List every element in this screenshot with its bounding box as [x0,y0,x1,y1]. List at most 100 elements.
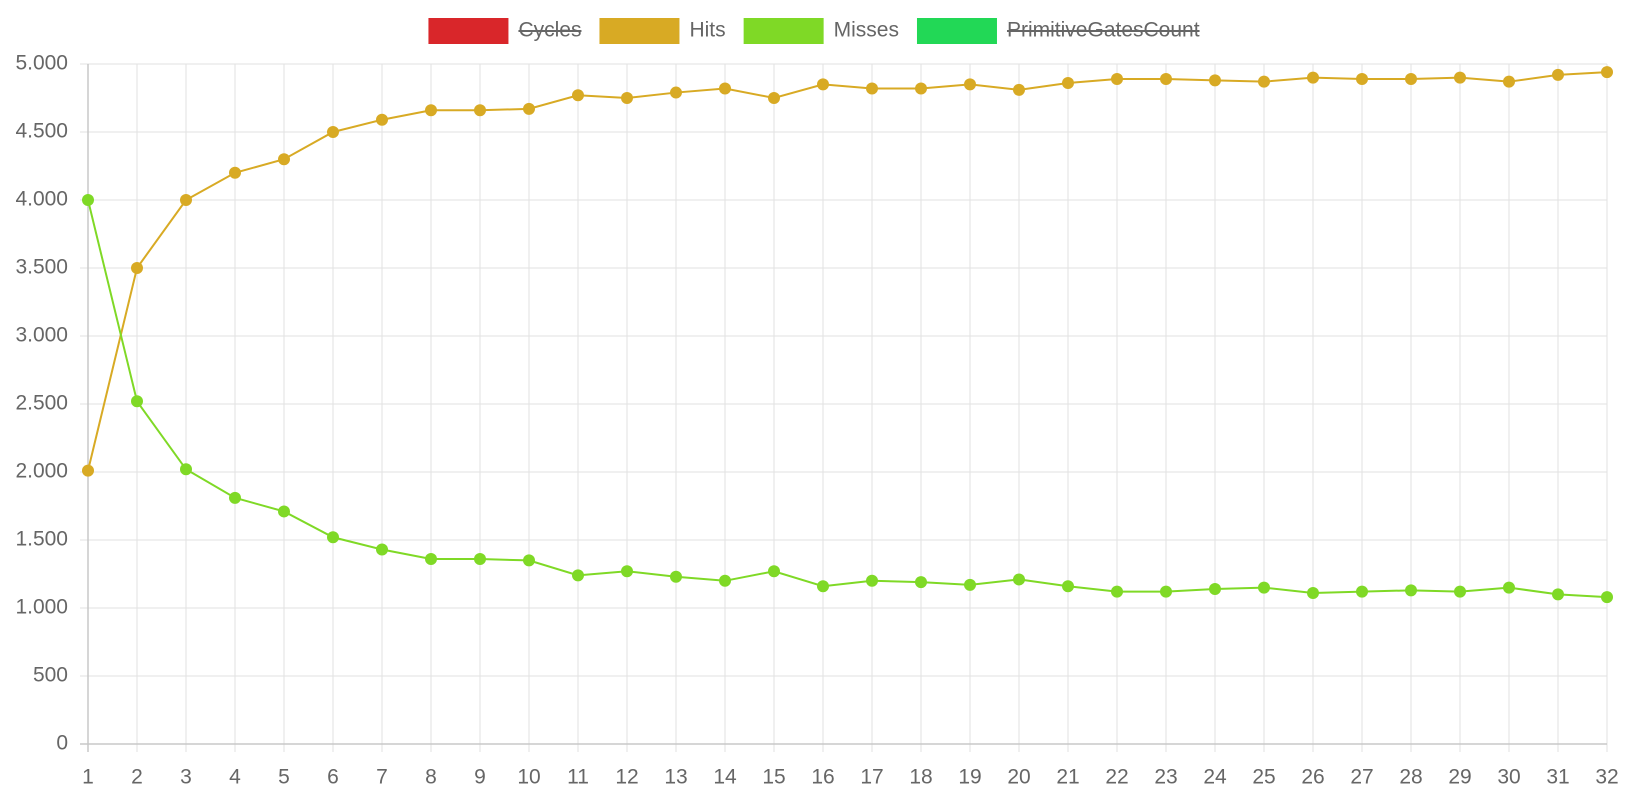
data-point [425,553,437,566]
data-point [817,78,829,91]
data-point [866,574,878,587]
series-line [87,71,1608,471]
x-tick-label: 22 [1105,766,1128,789]
x-tick-label: 2 [131,766,143,789]
data-point [376,113,388,126]
data-point [719,82,731,95]
data-point [915,576,927,589]
x-tick-label: 32 [1595,766,1618,789]
y-tick-label: 1.000 [15,596,68,619]
x-tick-label: 6 [327,766,339,789]
x-tick-label: 31 [1546,766,1569,789]
series-line [87,199,1608,599]
x-tick-label: 8 [425,766,437,789]
y-tick-label: 4.500 [15,120,68,143]
data-point [82,464,94,477]
x-tick-label: 7 [376,766,388,789]
y-tick-label: 3.500 [15,256,68,279]
data-point [523,554,535,567]
legend-item: Misses [743,18,899,44]
data-point [1307,587,1319,600]
x-tick-label: 18 [909,766,932,789]
data-point [425,104,437,117]
legend-swatch [916,18,997,44]
data-point [572,89,584,102]
data-point [1503,581,1515,594]
data-point [1111,585,1123,598]
x-tick-label: 9 [474,766,486,789]
data-point [768,565,780,578]
x-tick-label: 23 [1154,766,1177,789]
data-point [327,126,339,138]
data-point [670,86,682,99]
data-point [1356,72,1368,85]
y-tick-label: 1.500 [15,528,68,551]
data-point [1160,72,1172,85]
data-point [621,92,633,104]
legend-item: PrimitiveGatesCount [916,18,1200,44]
y-tick-label: 0 [56,732,68,755]
data-point [621,565,633,578]
data-point [768,92,780,104]
legend-swatch [743,18,824,44]
data-point [1062,580,1074,593]
data-point [1013,83,1025,96]
x-tick-label: 19 [958,766,981,789]
data-point [964,78,976,91]
x-tick-label: 4 [229,766,241,789]
x-tick-label: 20 [1007,766,1030,789]
data-point [1209,582,1221,595]
data-point [964,578,976,591]
data-point [131,395,143,408]
y-tick-label: 2.500 [15,392,68,415]
x-tick-label: 3 [180,766,192,789]
data-point [229,491,241,504]
y-tick-label: 4.000 [15,188,68,211]
legend: Cycles Hits Misses PrimitiveGatesCount [428,18,1200,44]
data-point [229,166,241,179]
legend-item: Cycles [428,18,582,44]
legend-item: Hits [599,18,726,44]
data-point [1552,588,1564,601]
data-point [817,580,829,593]
data-point [1454,71,1466,84]
legend-swatch [599,18,680,44]
data-point [1160,585,1172,598]
data-point [1356,585,1368,598]
data-point [1258,581,1270,594]
x-tick-label: 11 [567,766,589,789]
legend-label: Misses [834,19,899,42]
x-tick-label: 17 [860,766,883,789]
data-point [278,153,290,166]
y-tick-label: 500 [33,664,68,687]
x-tick-label: 26 [1301,766,1324,789]
data-point [180,194,192,206]
data-point [1062,77,1074,90]
data-point [1405,72,1417,85]
data-point [82,194,94,206]
data-point [180,463,192,476]
data-point [1405,584,1417,597]
x-tick-label: 21 [1056,766,1079,789]
data-point [327,531,339,544]
data-point [131,262,143,274]
legend-swatch [428,18,509,44]
x-tick-label: 25 [1252,766,1275,789]
data-point [1307,71,1319,84]
legend-label: Hits [689,19,725,42]
x-tick-label: 24 [1203,766,1227,789]
y-tick-label: 5.000 [15,52,68,75]
data-point [670,570,682,583]
x-tick-label: 16 [811,766,834,789]
data-point [1552,68,1564,81]
data-point [1601,66,1613,79]
x-tick-label: 12 [615,766,638,789]
data-point [474,553,486,566]
y-tick-label: 3.000 [15,324,68,347]
x-tick-label: 28 [1399,766,1422,789]
data-point [866,82,878,95]
x-tick-label: 15 [762,766,785,789]
x-tick-label: 14 [713,766,737,789]
